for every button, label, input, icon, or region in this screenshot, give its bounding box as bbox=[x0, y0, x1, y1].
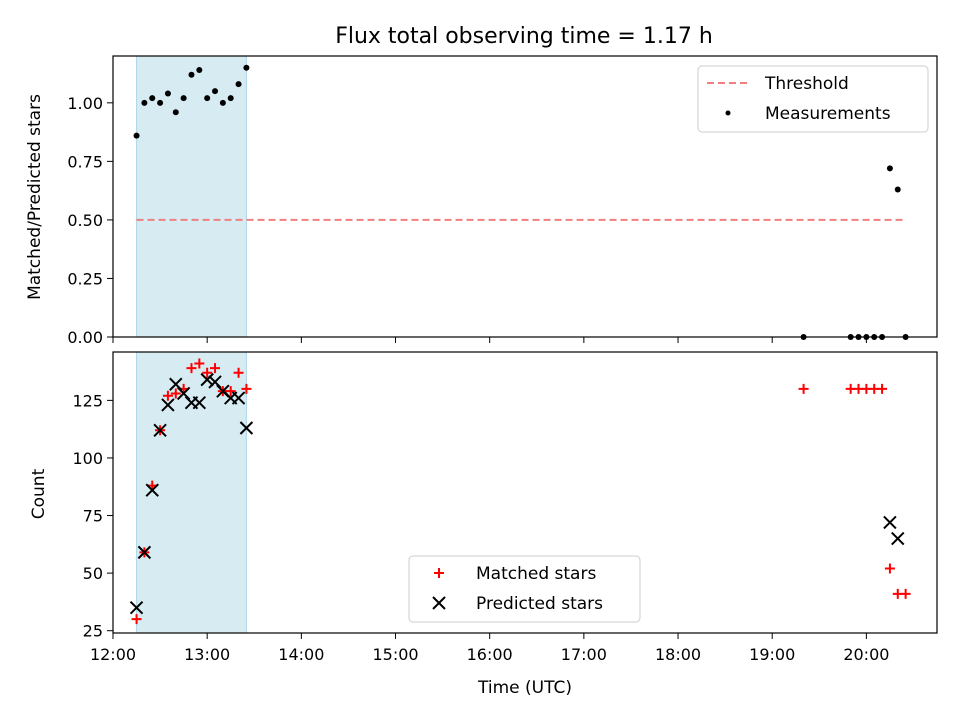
predicted-star-point bbox=[231, 391, 246, 405]
x-tick-label: 17:00 bbox=[561, 645, 607, 664]
y-tick-label: 1.00 bbox=[67, 94, 103, 113]
measurement-point bbox=[188, 71, 195, 78]
legend-label: Predicted stars bbox=[476, 594, 603, 614]
predicted-star-point bbox=[137, 545, 152, 560]
measurement-point bbox=[235, 81, 242, 88]
matched-star-point bbox=[877, 383, 888, 394]
x-tick-label: 16:00 bbox=[467, 645, 513, 664]
matched-star-point bbox=[186, 363, 197, 374]
predicted-star-point bbox=[145, 483, 159, 497]
matched-star-point bbox=[202, 367, 213, 378]
measurement-point bbox=[204, 95, 211, 102]
y-tick-label: 125 bbox=[72, 391, 103, 410]
measurement-point bbox=[886, 165, 893, 172]
x-tick-label: 14:00 bbox=[278, 645, 324, 664]
measurement-point bbox=[180, 95, 187, 102]
measurement-point bbox=[243, 64, 250, 71]
y-tick-label: 0.50 bbox=[67, 211, 103, 230]
chart-title: Flux total observing time = 1.17 h bbox=[335, 24, 713, 49]
predicted-star-point bbox=[153, 423, 167, 438]
x-tick-label: 12:00 bbox=[90, 645, 136, 664]
y-tick-label: 0.75 bbox=[67, 152, 103, 171]
measurement-point bbox=[227, 95, 234, 102]
y-tick-label: 25 bbox=[83, 622, 103, 641]
shaded-interval bbox=[136, 55, 247, 338]
bottom-panel: 25 50 75 100 125 12:00 13:00 14:00 15:00 16:00 17:… bbox=[72, 351, 938, 664]
predicted-star-point bbox=[161, 398, 175, 412]
matched-star-point bbox=[233, 367, 244, 378]
y-tick-label: 0.25 bbox=[67, 269, 103, 288]
legend-box bbox=[408, 555, 641, 623]
measurement-point bbox=[196, 67, 203, 74]
measurement-point bbox=[141, 99, 148, 106]
x-tick-label: 20:00 bbox=[843, 645, 889, 664]
measurement-point bbox=[164, 90, 171, 97]
measurement-point bbox=[172, 109, 179, 116]
top-panel: 0.00 0.25 0.50 0.75 1.00 Threshold Measurement… bbox=[67, 55, 938, 347]
bottom-y-axis-label: Count bbox=[29, 468, 49, 519]
legend-label: Measurements bbox=[765, 104, 891, 124]
matched-star-point bbox=[170, 388, 181, 399]
matched-star-point bbox=[884, 563, 895, 574]
legend-matched-swatch bbox=[434, 568, 444, 578]
matched-star-point bbox=[131, 614, 142, 625]
measurement-point bbox=[219, 99, 226, 106]
matched-star-point bbox=[194, 358, 205, 369]
predicted-star-point bbox=[129, 600, 144, 615]
top-y-axis-label: Matched/Predicted stars bbox=[25, 94, 45, 300]
measurement-point bbox=[133, 132, 140, 139]
matched-star-point bbox=[162, 390, 173, 401]
matched-star-point bbox=[225, 386, 236, 397]
legend-label: Matched stars bbox=[476, 564, 596, 584]
y-tick-label: 50 bbox=[83, 564, 103, 583]
y-tick-label: 75 bbox=[83, 507, 103, 526]
x-tick-label: 19:00 bbox=[749, 645, 795, 664]
matched-star-point bbox=[210, 363, 221, 374]
measurement-point bbox=[149, 95, 156, 102]
axes-frame bbox=[112, 55, 938, 338]
y-tick-label: 100 bbox=[72, 449, 103, 468]
axes-frame bbox=[112, 351, 938, 634]
matched-star-point bbox=[798, 383, 809, 394]
x-tick-label: 15:00 bbox=[372, 645, 418, 664]
x-tick-label: 13:00 bbox=[184, 645, 230, 664]
legend-measurement-swatch bbox=[725, 110, 731, 116]
predicted-star-point bbox=[891, 531, 905, 546]
predicted-star-point bbox=[192, 395, 207, 410]
matched-star-point bbox=[900, 588, 911, 599]
predicted-star-point bbox=[883, 515, 897, 530]
measurement-point bbox=[212, 88, 219, 95]
legend-box bbox=[697, 65, 929, 133]
y-tick-label: 0.00 bbox=[67, 328, 103, 347]
predicted-star-point bbox=[200, 372, 214, 387]
x-axis-label: Time (UTC) bbox=[477, 678, 572, 698]
matched-star-point bbox=[241, 383, 252, 394]
legend-predicted-swatch bbox=[432, 596, 446, 610]
measurement-point bbox=[157, 99, 164, 106]
predicted-star-point bbox=[239, 421, 254, 435]
measurement-point bbox=[894, 186, 901, 193]
x-tick-label: 18:00 bbox=[655, 645, 701, 664]
legend-label: Threshold bbox=[764, 74, 849, 94]
